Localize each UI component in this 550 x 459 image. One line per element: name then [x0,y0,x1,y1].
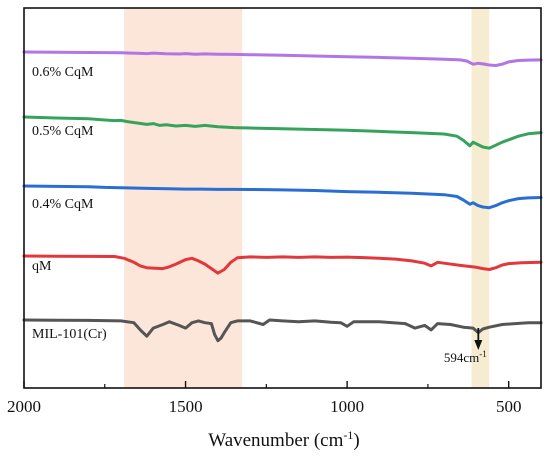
series-label-4: qM [32,259,52,274]
annotation-label: 594cm-1 [444,349,487,365]
x-tick-label-3: 1000 [330,397,364,416]
series-label-1: 0.6% CqM [32,65,94,80]
series-label-2: 0.5% CqM [32,124,94,139]
peak-annotation: 594cm-1 [444,328,487,365]
annotation-arrow-head [474,340,483,350]
highlight-band-1 [124,8,243,388]
series-labels: 0.6% CqM 0.5% CqM 0.4% CqM qM MIL-101(Cr) [32,65,107,342]
plot-frame [23,7,542,389]
x-tick-label-1: 2000 [7,397,41,416]
x-axis: 2000 1500 1000 500 [7,7,542,416]
series-line-3 [22,184,543,210]
series-line-5 [22,318,543,343]
series-line-4 [22,254,543,275]
series-lines [22,50,543,343]
series-label-3: 0.4% CqM [32,197,94,212]
x-tick-label-4: 500 [496,397,522,416]
series-line-2 [22,115,543,150]
highlight-band-2 [471,8,490,388]
x-axis-label: Wavenumber (cm-1) [208,428,359,451]
highlight-bands [124,8,490,388]
series-label-5: MIL-101(Cr) [32,327,107,342]
series-line-1 [22,50,543,67]
x-tick-label-2: 1500 [169,397,203,416]
